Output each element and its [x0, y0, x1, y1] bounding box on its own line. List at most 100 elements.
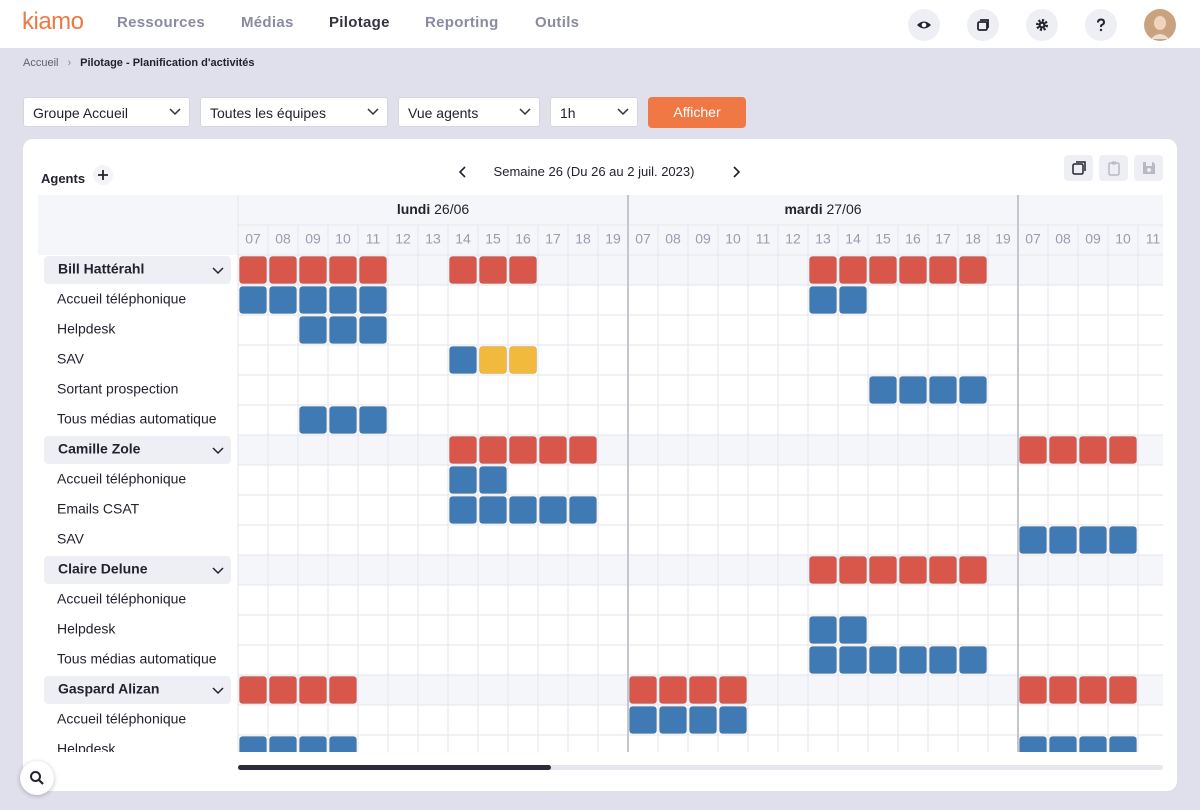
activity-block [929, 646, 957, 674]
activity-block [239, 676, 267, 704]
activity-block [1079, 676, 1107, 704]
activity-block [299, 736, 327, 752]
avatar[interactable] [1144, 9, 1176, 41]
activity-block [329, 406, 357, 434]
activity-block [269, 676, 297, 704]
activity-block [509, 346, 537, 374]
activity-block [809, 616, 837, 644]
nav-item[interactable]: Reporting [425, 14, 499, 31]
activity-block [899, 376, 927, 404]
activity-name: SAV [57, 351, 85, 367]
activity-block [329, 736, 357, 752]
planning-grid: 07 08 09 10 11 12 13 14 15 16 17 18 19 lundi 26/06 07 0… [38, 195, 1163, 752]
activity-block [509, 436, 537, 464]
activity-block [689, 676, 717, 704]
show-button[interactable]: Afficher [648, 97, 746, 128]
activity-block [959, 556, 987, 584]
hour-label: 11 [756, 231, 771, 247]
day-date: 27/06 [826, 201, 861, 217]
activity-block [659, 676, 687, 704]
paste-button[interactable] [1099, 155, 1128, 181]
prev-week[interactable] [456, 165, 468, 179]
breadcrumb-link[interactable]: Accueil [23, 57, 59, 69]
hour-label: 19 [995, 231, 1011, 247]
hour-label: 17 [545, 231, 561, 247]
logo[interactable]: kiamo [22, 8, 84, 35]
activity-block [1079, 736, 1107, 752]
scrollbar-track[interactable] [238, 765, 1163, 770]
activity-block [1049, 436, 1077, 464]
breadcrumb-current: Pilotage - Planification d'activités [80, 57, 255, 69]
hour-label: 07 [245, 231, 261, 247]
activity-block [299, 316, 327, 344]
step-select[interactable]: 1h [550, 97, 638, 127]
agent-pill [44, 676, 231, 704]
activity-block [329, 676, 357, 704]
top-bar: kiamo Ressources Médias Pilotage Reporti… [0, 0, 1200, 48]
hour-label: 12 [785, 231, 801, 247]
activity-block [329, 286, 357, 314]
agents-text: Agents [41, 171, 86, 186]
activity-name: Helpdesk [57, 621, 116, 637]
activity-block [899, 256, 927, 284]
week-label: Semaine 26 (Du 26 au 2 juil. 2023) [493, 164, 695, 179]
scrollbar-thumb[interactable] [238, 765, 551, 770]
view-select[interactable]: Vue agents [398, 97, 540, 127]
nav-item[interactable]: Médias [241, 14, 294, 31]
agent-row-bg [238, 255, 1163, 285]
nav-item[interactable]: Ressources [117, 14, 206, 31]
nav-item[interactable]: Pilotage [329, 14, 390, 31]
group-select[interactable]: Groupe Accueil [23, 97, 190, 127]
hour-label: 18 [575, 231, 591, 247]
hour-label: 14 [845, 231, 861, 247]
search-button[interactable] [20, 761, 54, 795]
hour-label: 10 [335, 231, 351, 247]
hour-label: 13 [815, 231, 831, 247]
activity-block [269, 736, 297, 752]
activity-block [959, 376, 987, 404]
activity-block [1019, 676, 1047, 704]
view-icon[interactable] [908, 9, 940, 41]
add-agent[interactable] [93, 165, 114, 185]
windows-icon[interactable] [967, 9, 999, 41]
activity-block [899, 556, 927, 584]
team-select[interactable]: Toutes les équipes [200, 97, 388, 127]
hour-label: 07 [635, 231, 651, 247]
hour-label: 10 [725, 231, 741, 247]
agent-toggle[interactable] [212, 447, 224, 455]
activity-block [449, 466, 477, 494]
agent-pill [44, 436, 231, 464]
activity-name: Helpdesk [57, 321, 116, 337]
agent-pill [44, 556, 231, 584]
activity-block [239, 286, 267, 314]
help-icon[interactable] [1085, 9, 1117, 41]
activity-block [809, 286, 837, 314]
activity-block [329, 316, 357, 344]
activity-block [929, 376, 957, 404]
agent-toggle[interactable] [212, 687, 224, 695]
activity-block [299, 286, 327, 314]
activity-block [929, 256, 957, 284]
agent-toggle[interactable] [212, 567, 224, 575]
settings-icon[interactable] [1026, 9, 1058, 41]
activity-block [839, 556, 867, 584]
activity-block [479, 466, 507, 494]
activity-block [329, 256, 357, 284]
next-week[interactable] [731, 165, 743, 179]
activity-block [719, 706, 747, 734]
activity-block [569, 436, 597, 464]
activity-block [509, 496, 537, 524]
activity-block [509, 256, 537, 284]
copy-button[interactable] [1064, 155, 1093, 181]
nav-item[interactable]: Outils [535, 14, 580, 31]
activity-name: SAV [57, 531, 85, 547]
agent-row-bg [238, 555, 1163, 585]
save-button[interactable] [1134, 155, 1163, 181]
select-value: Toutes les équipes [210, 105, 326, 121]
agent-toggle[interactable] [212, 267, 224, 275]
activity-block [839, 256, 867, 284]
activity-block [479, 346, 507, 374]
activity-block [539, 496, 567, 524]
